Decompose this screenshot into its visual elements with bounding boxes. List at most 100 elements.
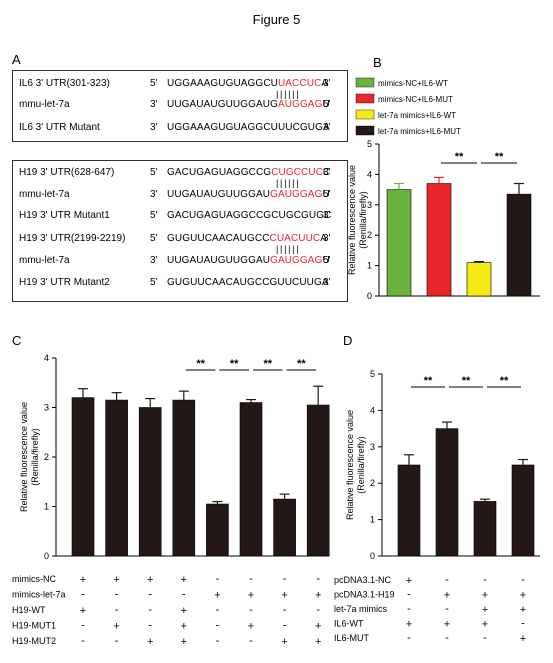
sequence-label: H19 3' UTR Mutant2 — [19, 277, 110, 288]
condition-sign: - — [249, 604, 253, 616]
bar — [273, 498, 296, 557]
condition-sign: + — [281, 636, 287, 648]
condition-sign: - — [407, 632, 411, 644]
sequence-row: IL6 3' UTR(301-323) 5' UGGAAAGUGUAGGCUUACC… — [13, 78, 347, 94]
condition-sign: + — [444, 590, 450, 602]
condition-sign: - — [81, 589, 85, 601]
condition-sign: - — [445, 574, 449, 586]
bar — [466, 262, 492, 297]
condition-sign: - — [445, 603, 449, 615]
condition-sign: + — [482, 590, 488, 602]
y-tick-label: 5 — [367, 139, 372, 149]
sequence-text: GUGUUCAACAUGCCGUUCUUGA — [167, 277, 329, 288]
seed-region: UACCUC — [277, 78, 322, 89]
legend-swatch — [355, 77, 375, 88]
sequence-prime-start: 3' — [150, 122, 158, 133]
sequence-prime-start: 5' — [150, 210, 158, 221]
sequence-text: UGGAAAGUGUAGGCUUUCGUGA — [167, 122, 330, 133]
bar — [172, 399, 196, 557]
sequence-row: H19 3' UTR Mutant1 5' GACUGAGUAGGCCGCUGCGU… — [13, 210, 347, 226]
sequence-row: IL6 3' UTR Mutant 3' UGGAAAGUGUAGGCUUUCGUG… — [13, 122, 347, 138]
significance-marker: ** — [424, 375, 433, 387]
condition-sign: - — [148, 589, 152, 601]
sequence-prime-start: 5' — [150, 233, 158, 244]
bar — [306, 404, 330, 557]
bar — [386, 189, 412, 297]
panel-label-a: A — [12, 52, 21, 67]
sequence-label: mmu-let-7a — [19, 255, 70, 266]
sequence-text: UGGAAAGUGUAGGCUUACCUCA — [167, 78, 329, 89]
condition-sign: - — [81, 635, 85, 647]
y-tick-label: 0 — [44, 551, 49, 561]
condition-label: H19-MUT1 — [12, 621, 56, 631]
legend-label: mimics-NC+IL6-WT — [378, 79, 448, 88]
sequence-label: H19 3' UTR(2199-2219) — [19, 233, 126, 244]
condition-sign: + — [281, 590, 287, 602]
chart-b: mimics-NC+IL6-WT mimics-NC+IL6-MUT let-7a … — [347, 77, 540, 301]
condition-sign: + — [520, 590, 526, 602]
y-axis-label: Relative fluorescence value — [347, 165, 357, 275]
condition-sign: + — [482, 619, 488, 631]
condition-sign: + — [113, 574, 119, 586]
base-pair-lines: |||||| — [276, 89, 301, 99]
sequence-text: GUGUUCAACAUGCCCUACUUCA — [167, 233, 328, 244]
sequence-label: H19 3' UTR(628-647) — [19, 167, 115, 178]
sequence-prime-end: 3' — [323, 210, 331, 221]
sequence-text: UUGAUAUGUUGGAUGAUGGAGU — [167, 189, 330, 200]
condition-sign: - — [283, 620, 287, 632]
condition-sign: + — [444, 619, 450, 631]
bar — [105, 399, 128, 557]
condition-sign: - — [521, 574, 525, 586]
sequence-prime-end: 5' — [323, 255, 331, 266]
condition-sign: - — [115, 589, 119, 601]
sequence-row: mmu-let-7a 3' UUGAUAUGUUGGAUGAUGGAGU 5' — [13, 255, 347, 271]
sequence-label: mmu-let-7a — [19, 99, 70, 110]
sequence-text: UUGAUAUGUUGGAUGAUGGAGU — [167, 255, 330, 266]
y-tick-label: 4 — [44, 353, 49, 363]
sequence-label: mmu-let-7a — [19, 189, 70, 200]
condition-sign: + — [181, 636, 187, 648]
legend-label: mimics-NC+IL6-MUT — [378, 95, 453, 104]
chart-d: 0 1 2 3 4 5 Relative fluorescence value (Renill… — [334, 369, 540, 645]
condition-sign: + — [315, 621, 321, 633]
condition-sign: - — [216, 573, 220, 585]
sequence-prime-end: 3' — [323, 167, 331, 178]
condition-sign: - — [148, 604, 152, 616]
legend-swatch — [355, 125, 375, 136]
panel-label-d: D — [343, 333, 353, 348]
condition-sign: - — [316, 604, 320, 616]
y-tick-label: 2 — [370, 478, 375, 488]
legend-label: let-7a mimics+IL6-WT — [378, 111, 456, 120]
condition-sign: - — [115, 604, 119, 616]
condition-sign: + — [80, 605, 86, 617]
significance-marker: ** — [455, 151, 464, 163]
condition-label: mimics-let-7a — [12, 590, 66, 600]
condition-sign: - — [445, 632, 449, 644]
condition-sign: - — [249, 573, 253, 585]
sequence-prime-end: 3' — [323, 233, 331, 244]
condition-sign: + — [248, 621, 254, 633]
bar — [206, 503, 229, 557]
sequence-prime-end: 5' — [323, 189, 331, 200]
y-tick-label: 3 — [370, 442, 375, 452]
y-tick-label: 2 — [367, 230, 372, 240]
sequence-prime-end: 5' — [323, 99, 331, 110]
y-tick-label: 4 — [370, 405, 375, 415]
condition-sign: - — [216, 635, 220, 647]
condition-sign: + — [181, 621, 187, 633]
legend-label: let-7a mimics+IL6-MUT — [378, 127, 461, 136]
sequence-prime-start: 3' — [150, 99, 158, 110]
y-tick-label: 4 — [367, 169, 372, 179]
significance-marker: ** — [500, 375, 509, 387]
condition-sign: - — [407, 603, 411, 615]
sequence-row: mmu-let-7a 3' UUGAUAUGUUGGAUGAUGGAGU 5' — [13, 99, 347, 115]
bar — [435, 428, 459, 557]
condition-sign: - — [216, 604, 220, 616]
sequence-row: H19 3' UTR Mutant2 5' GUGUUCAACAUGCCGUUCUU… — [13, 277, 347, 293]
seed-region: GAUGGAG — [270, 189, 323, 200]
seed-region: CUGCCUC — [271, 167, 324, 178]
bar — [506, 193, 532, 297]
bar — [138, 407, 162, 557]
y-axis-label-units: (Renilla/firefly) — [358, 191, 368, 249]
sequence-row: H19 3' UTR(628-647) 5' GACUGAGUAGGCCGCUGCC… — [13, 167, 347, 183]
